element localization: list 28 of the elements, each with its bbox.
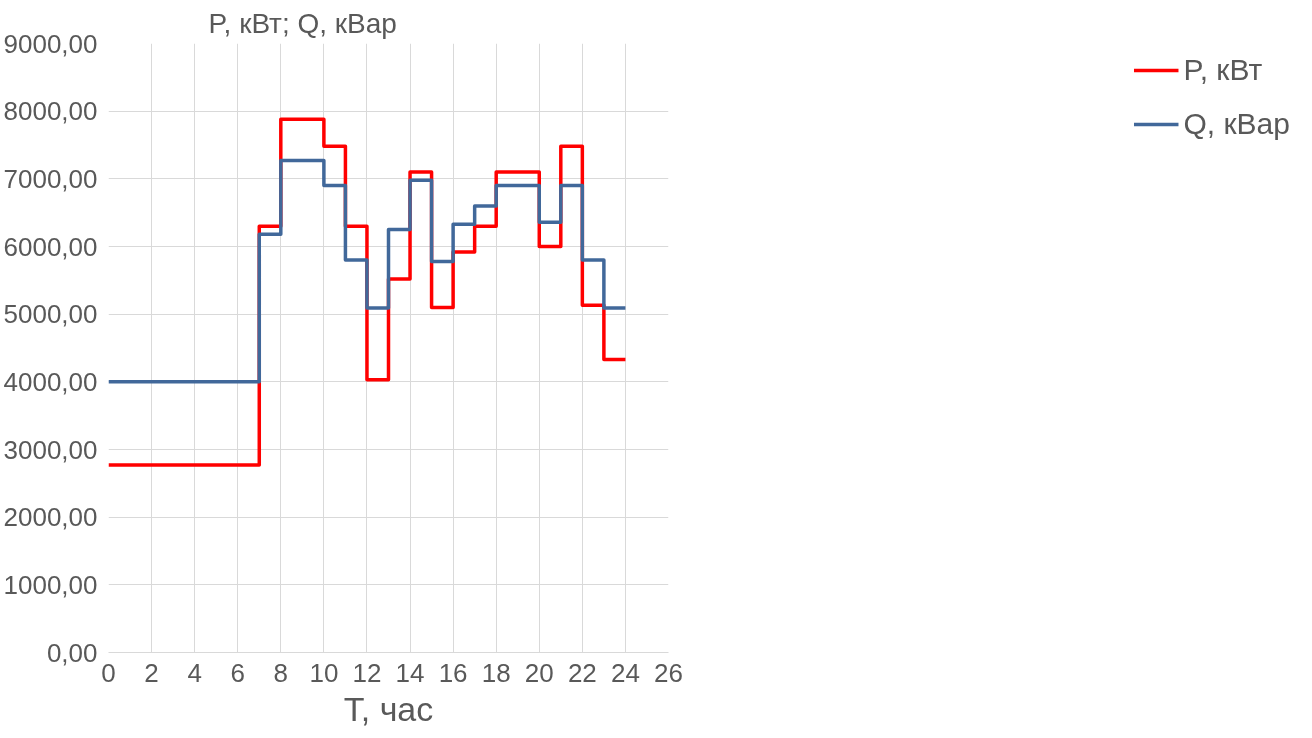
y-tick-label: 9000,00 <box>3 28 98 59</box>
x-tick-label: 22 <box>567 657 597 688</box>
x-tick-label: 16 <box>438 657 468 688</box>
x-tick-label: 10 <box>309 657 339 688</box>
x-tick-label: 12 <box>352 657 382 688</box>
y-tick-label: 3000,00 <box>3 434 98 465</box>
x-tick-label: 20 <box>524 657 554 688</box>
x-axis-title: T, час <box>343 689 434 728</box>
y-tick-label: 4000,00 <box>3 366 98 397</box>
y-tick-label: 7000,00 <box>3 163 98 194</box>
x-tick-label: 8 <box>273 657 289 688</box>
y-tick-label: 2000,00 <box>3 502 98 533</box>
x-tick-label: 24 <box>610 657 640 688</box>
x-tick-label: 18 <box>481 657 511 688</box>
x-tick-label: 2 <box>144 657 159 688</box>
x-tick-label: 4 <box>187 657 202 688</box>
y-axis-title: P, кВт; Q, кВар <box>208 7 397 39</box>
legend-label: Q, кВар <box>1183 107 1290 141</box>
x-tick-label: 26 <box>654 657 683 688</box>
y-tick-label: 0,00 <box>46 637 98 668</box>
x-tick-label: 6 <box>230 657 245 688</box>
x-tick-label: 0 <box>101 657 116 688</box>
y-tick-label: 5000,00 <box>3 299 98 330</box>
y-tick-label: 8000,00 <box>3 96 98 127</box>
x-tick-label: 14 <box>395 657 425 688</box>
y-tick-label: 6000,00 <box>3 231 98 262</box>
y-tick-label: 1000,00 <box>3 569 98 600</box>
legend-label: P, кВт <box>1183 53 1263 87</box>
